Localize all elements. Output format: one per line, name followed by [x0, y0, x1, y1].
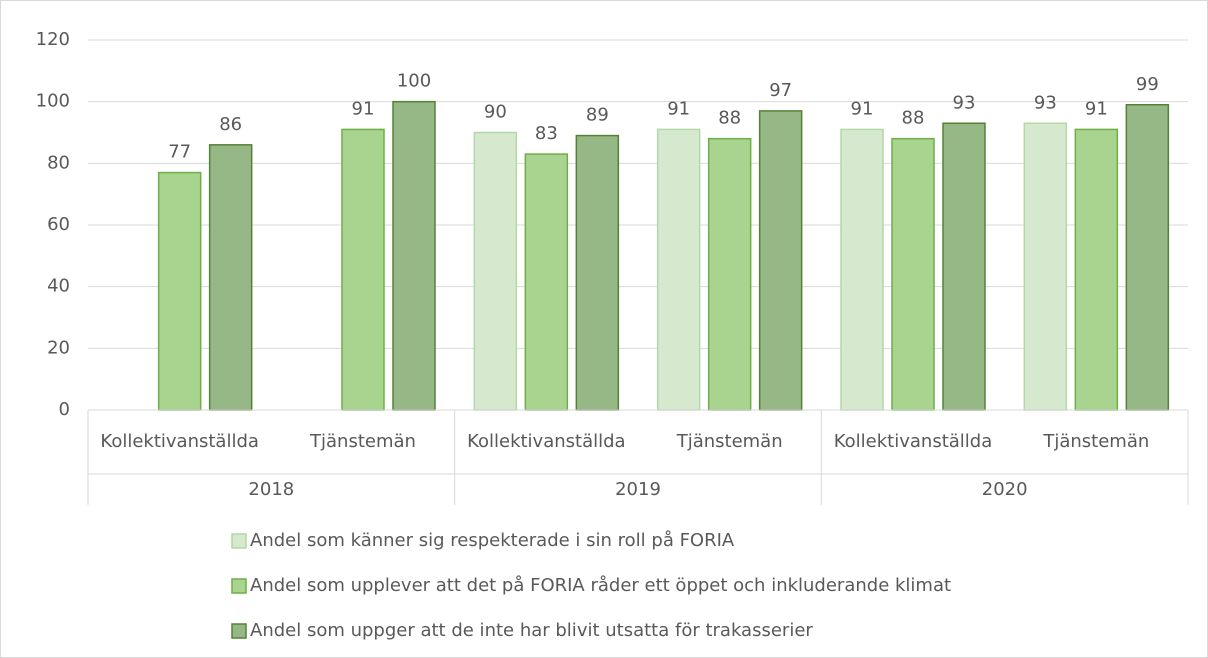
bar — [341, 128, 385, 411]
bar — [1125, 104, 1170, 411]
legend-label: Andel som uppger att de inte har blivit … — [250, 620, 813, 641]
data-label: 93 — [1034, 92, 1057, 113]
y-tick-label: 40 — [47, 276, 70, 297]
bar — [656, 128, 701, 411]
group-label: 2020 — [982, 479, 1028, 500]
data-label: 91 — [667, 98, 690, 119]
y-tick-label: 100 — [36, 91, 70, 112]
data-label: 99 — [1136, 74, 1159, 95]
data-label: 97 — [769, 80, 792, 101]
group-label: 2018 — [248, 479, 294, 500]
bar — [891, 137, 935, 411]
bar — [758, 110, 803, 411]
data-label: 91 — [1085, 98, 1108, 119]
x-tick-label: Tjänstemän — [1042, 431, 1149, 452]
x-tick-label: Kollektivanställda — [100, 431, 259, 452]
bar — [392, 100, 436, 411]
y-tick-label: 80 — [47, 152, 70, 173]
bar — [942, 122, 986, 411]
data-label: 77 — [168, 142, 191, 163]
bar — [575, 134, 620, 411]
bar — [840, 128, 884, 411]
legend-label: Andel som känner sig respekterade i sin … — [250, 530, 735, 551]
data-label: 83 — [535, 123, 558, 144]
data-label: 86 — [219, 114, 242, 135]
data-label: 91 — [352, 98, 375, 119]
legend-swatch — [231, 578, 247, 594]
x-tick-label: Kollektivanställda — [834, 431, 993, 452]
bar — [1023, 122, 1068, 411]
data-label: 93 — [953, 92, 976, 113]
y-tick-label: 20 — [47, 337, 70, 358]
data-label: 88 — [718, 108, 741, 129]
x-tick-label: Kollektivanställda — [467, 431, 626, 452]
legend-swatch — [231, 623, 247, 639]
bar — [1074, 128, 1119, 411]
data-label: 90 — [484, 102, 507, 123]
x-tick-label: Tjänstemän — [309, 431, 416, 452]
data-label: 88 — [902, 108, 925, 129]
bar — [707, 137, 752, 411]
group-label: 2019 — [615, 479, 661, 500]
data-label: 89 — [586, 105, 609, 126]
x-tick-label: Tjänstemän — [676, 431, 783, 452]
bar — [157, 171, 202, 411]
y-tick-label: 120 — [36, 29, 70, 50]
legend-label: Andel som upplever att det på FORIA råde… — [250, 575, 951, 596]
y-tick-label: 0 — [59, 399, 70, 420]
bar — [473, 131, 518, 411]
bar — [524, 153, 569, 411]
legend-swatch — [231, 533, 247, 549]
data-label: 100 — [397, 71, 431, 92]
data-label: 91 — [851, 98, 874, 119]
bar — [208, 144, 253, 411]
y-tick-label: 60 — [47, 214, 70, 235]
